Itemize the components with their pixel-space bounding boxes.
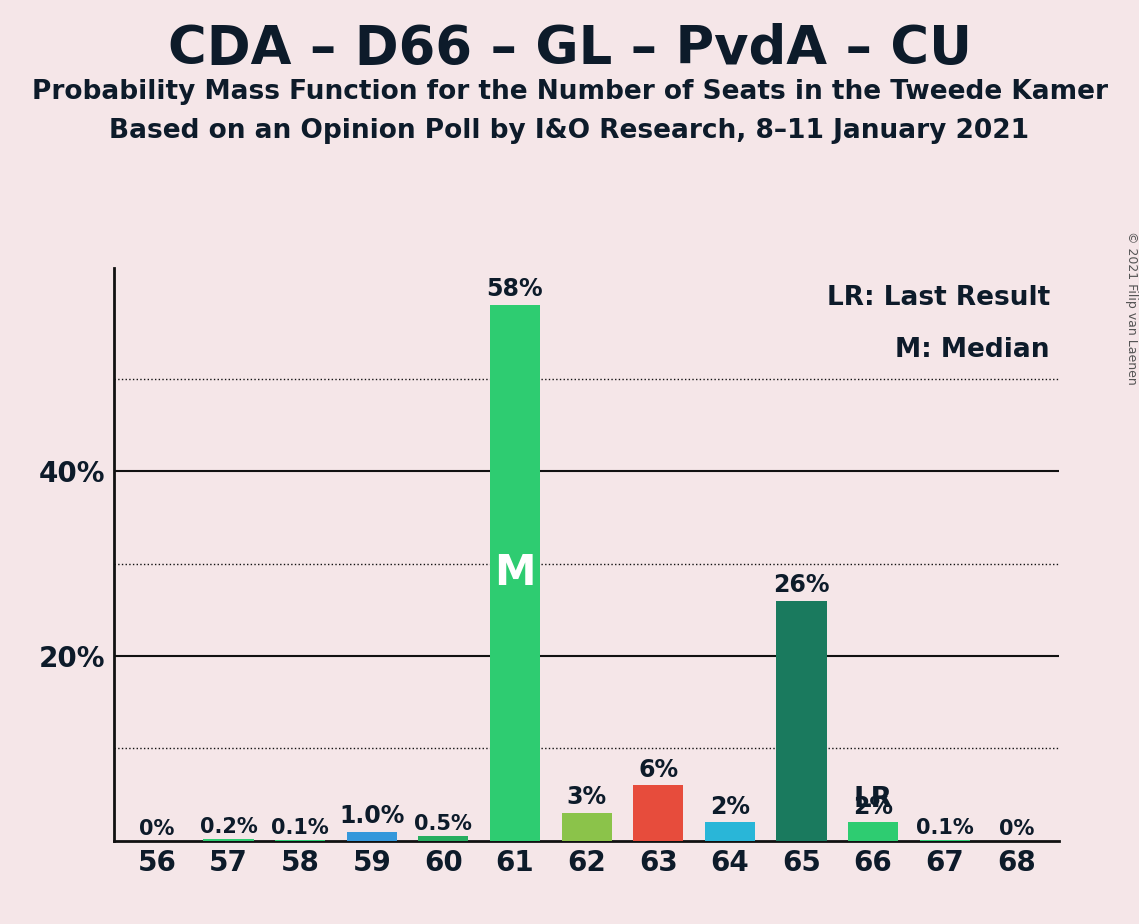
Bar	[562, 813, 612, 841]
Text: Based on an Opinion Poll by I&O Research, 8–11 January 2021: Based on an Opinion Poll by I&O Research…	[109, 118, 1030, 144]
Text: M: Median: M: Median	[895, 336, 1050, 363]
Bar	[777, 601, 827, 841]
Bar	[274, 840, 325, 841]
Bar	[849, 822, 899, 841]
Text: 0.1%: 0.1%	[916, 818, 974, 838]
Bar	[418, 836, 468, 841]
Text: LR: Last Result: LR: Last Result	[827, 286, 1050, 311]
Text: 0.2%: 0.2%	[199, 817, 257, 837]
Text: 0.5%: 0.5%	[415, 814, 473, 834]
Bar	[919, 840, 969, 841]
Text: M: M	[494, 552, 535, 594]
Text: 0%: 0%	[139, 819, 174, 839]
Text: LR: LR	[853, 785, 893, 813]
Text: 1.0%: 1.0%	[339, 804, 404, 828]
Text: 2%: 2%	[853, 795, 893, 819]
Text: 3%: 3%	[566, 785, 607, 809]
Text: 0%: 0%	[999, 819, 1034, 839]
Bar	[346, 832, 396, 841]
Bar	[490, 305, 540, 841]
Text: 58%: 58%	[486, 277, 543, 301]
Text: © 2021 Filip van Laenen: © 2021 Filip van Laenen	[1124, 231, 1138, 384]
Text: CDA – D66 – GL – PvdA – CU: CDA – D66 – GL – PvdA – CU	[167, 23, 972, 75]
Bar	[204, 839, 254, 841]
Text: 0.1%: 0.1%	[271, 818, 329, 838]
Text: 26%: 26%	[773, 573, 829, 597]
Text: Probability Mass Function for the Number of Seats in the Tweede Kamer: Probability Mass Function for the Number…	[32, 79, 1107, 104]
Bar	[633, 785, 683, 841]
Bar	[705, 822, 755, 841]
Text: 2%: 2%	[710, 795, 749, 819]
Text: 6%: 6%	[638, 758, 678, 782]
